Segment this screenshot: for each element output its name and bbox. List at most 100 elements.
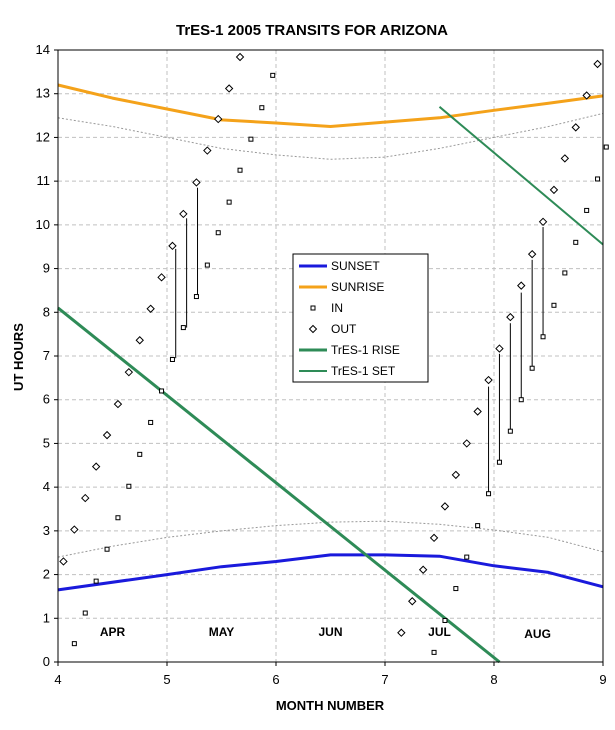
in-point: [204, 262, 210, 268]
in-point: [270, 72, 276, 78]
y-tick-label: 5: [43, 435, 50, 450]
in-point: [507, 428, 513, 434]
in-point: [93, 578, 99, 584]
y-tick-label: 8: [43, 304, 50, 319]
y-tick-label: 3: [43, 523, 50, 538]
in-point: [159, 388, 165, 394]
in-point: [169, 356, 175, 362]
out-point: [168, 241, 177, 251]
legend-out-swatch: [308, 324, 318, 334]
in-point: [464, 554, 470, 560]
in-point: [148, 419, 154, 425]
out-point: [418, 565, 428, 574]
sunrise-line: [57, 83, 604, 128]
out-point: [146, 304, 155, 313]
twilight-curves: [57, 112, 604, 558]
out-point: [113, 399, 123, 409]
in-point: [518, 397, 524, 403]
in-point: [115, 515, 121, 521]
legend-sunset-label: SUNSET: [331, 259, 380, 273]
legend-tres-1-set-label: TrES-1 SET: [331, 364, 396, 378]
y-tick-label: 4: [43, 479, 50, 494]
x-axis-title: MONTH NUMBER: [276, 698, 385, 713]
y-tick-label: 6: [43, 392, 50, 407]
legend-tres-1-rise-label: TrES-1 RISE: [331, 343, 400, 357]
x-tick-label: 7: [381, 672, 388, 687]
y-tick-label: 9: [43, 261, 50, 276]
x-tick-label: 9: [599, 672, 606, 687]
legend-in-swatch: [310, 305, 316, 311]
month-label: APR: [100, 625, 126, 639]
in-point: [603, 144, 609, 150]
in-point: [248, 136, 254, 142]
out-point: [179, 209, 188, 219]
in-point: [180, 325, 186, 331]
month-label: JUL: [428, 625, 451, 639]
out-point: [124, 367, 134, 377]
in-point: [215, 230, 221, 236]
y-tick-label: 2: [43, 567, 50, 582]
out-point: [59, 557, 68, 566]
sunset-line: [57, 553, 604, 592]
legend-in-label: IN: [331, 301, 343, 315]
y-tick-label: 13: [36, 86, 50, 101]
in-point: [529, 365, 535, 371]
out-point: [549, 185, 559, 195]
x-tick-label: 8: [490, 672, 497, 687]
out-point: [506, 312, 515, 322]
out-point: [81, 493, 90, 503]
out-point: [495, 344, 504, 353]
in-point: [540, 334, 546, 340]
legend-out-label: OUT: [331, 322, 357, 336]
out-point: [91, 462, 101, 471]
y-tick-label: 10: [36, 217, 50, 232]
out-point: [582, 91, 591, 100]
legend-box: [292, 253, 429, 383]
chart-title: TrES-1 2005 TRANSITS FOR ARIZONA: [176, 22, 448, 39]
out-point: [70, 525, 79, 534]
in-point: [573, 239, 579, 245]
out-point: [560, 154, 570, 163]
in-point: [486, 491, 492, 497]
in-point: [442, 617, 448, 623]
legend-sunrise-label: SUNRISE: [331, 280, 384, 294]
y-tick-label: 0: [43, 654, 50, 669]
out-point: [408, 597, 417, 606]
in-point: [259, 105, 265, 111]
y-tick-label: 1: [43, 610, 50, 625]
y-tick-label: 7: [43, 348, 50, 363]
out-point: [397, 628, 406, 637]
out-point: [517, 281, 526, 290]
out-point: [593, 59, 602, 69]
transit-bars: [175, 187, 544, 494]
tres-1-set-line: [438, 106, 604, 246]
out-point: [538, 217, 548, 227]
out-point: [451, 470, 461, 480]
tres-1-rise-line: [57, 306, 501, 664]
x-tick-label: 6: [272, 672, 279, 687]
x-tick-label: 5: [163, 672, 170, 687]
in-point: [595, 176, 601, 182]
y-tick-label: 12: [36, 129, 50, 144]
in-point: [137, 451, 143, 457]
out-point: [157, 273, 166, 282]
y-tick-label: 11: [37, 173, 51, 188]
out-point: [224, 84, 234, 93]
markers: [59, 52, 609, 655]
in-point: [126, 483, 132, 489]
series-lines: [57, 83, 604, 664]
out-point: [214, 114, 223, 124]
twilight-curve: [57, 112, 604, 160]
out-point: [235, 52, 245, 62]
in-point: [453, 586, 459, 592]
month-label: AUG: [524, 627, 551, 641]
in-point: [584, 207, 590, 213]
in-point: [193, 294, 199, 300]
in-point: [226, 199, 232, 205]
out-point: [571, 123, 580, 132]
out-point: [473, 407, 482, 416]
in-point: [71, 641, 77, 647]
